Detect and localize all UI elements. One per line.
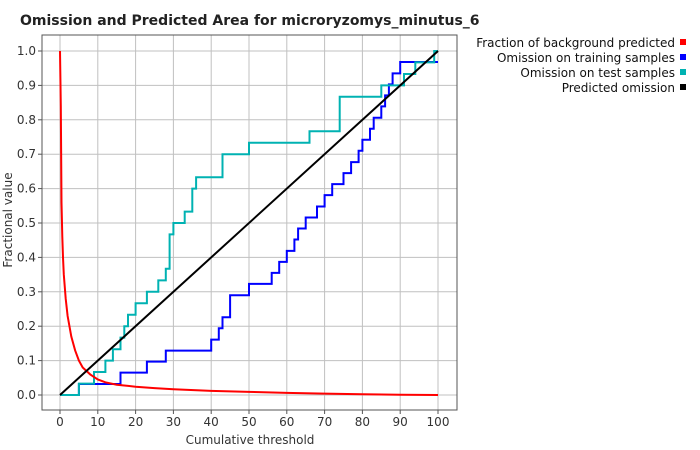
legend-label: Fraction of background predicted — [476, 36, 675, 50]
legend-swatch — [680, 69, 686, 75]
y-tick-label: 0.9 — [17, 78, 36, 92]
x-tick-label: 60 — [279, 415, 294, 429]
y-tick-label: 0.8 — [17, 113, 36, 127]
x-tick-label: 70 — [317, 415, 332, 429]
y-tick-label: 0.1 — [17, 354, 36, 368]
y-tick-label: 0.4 — [17, 250, 36, 264]
x-tick-label: 100 — [427, 415, 450, 429]
y-tick-label: 0.2 — [17, 319, 36, 333]
legend-label: Predicted omission — [562, 81, 675, 95]
x-tick-label: 40 — [204, 415, 219, 429]
axes — [38, 34, 458, 414]
legend: Fraction of background predictedOmission… — [476, 36, 686, 95]
x-tick-label: 30 — [166, 415, 181, 429]
legend-label: Omission on training samples — [497, 51, 675, 65]
chart-title: Omission and Predicted Area for microryz… — [20, 13, 480, 29]
series-line-omission-on-test-samples — [60, 50, 438, 396]
y-tick-label: 0.6 — [17, 182, 36, 196]
x-tick-label: 0 — [56, 415, 64, 429]
x-axis-label: Cumulative threshold — [186, 433, 315, 447]
tick-labels: 0 10 20 30 40 50 60 70 80 90 100 0.0 0.1 0.2 0.3 0.4 0.5… — [17, 44, 450, 429]
x-tick-label: 50 — [241, 415, 256, 429]
y-axis-label: Fractional value — [1, 172, 15, 267]
series-lines — [59, 50, 439, 396]
legend-swatch — [680, 39, 686, 45]
y-tick-label: 0.7 — [17, 147, 36, 161]
y-tick-label: 1.0 — [17, 44, 36, 58]
legend-label: Omission on test samples — [520, 66, 675, 80]
x-tick-label: 90 — [393, 415, 408, 429]
x-tick-label: 20 — [128, 415, 143, 429]
y-tick-label: 0.0 — [17, 388, 36, 402]
y-tick-label: 0.5 — [17, 216, 36, 230]
legend-swatch — [680, 54, 686, 60]
series-line-fraction-of-background-predicted — [59, 50, 439, 396]
series-line-predicted-omission — [59, 50, 439, 396]
y-tick-label: 0.3 — [17, 285, 36, 299]
legend-swatch — [680, 84, 686, 90]
x-tick-label: 80 — [355, 415, 370, 429]
x-tick-label: 10 — [90, 415, 105, 429]
